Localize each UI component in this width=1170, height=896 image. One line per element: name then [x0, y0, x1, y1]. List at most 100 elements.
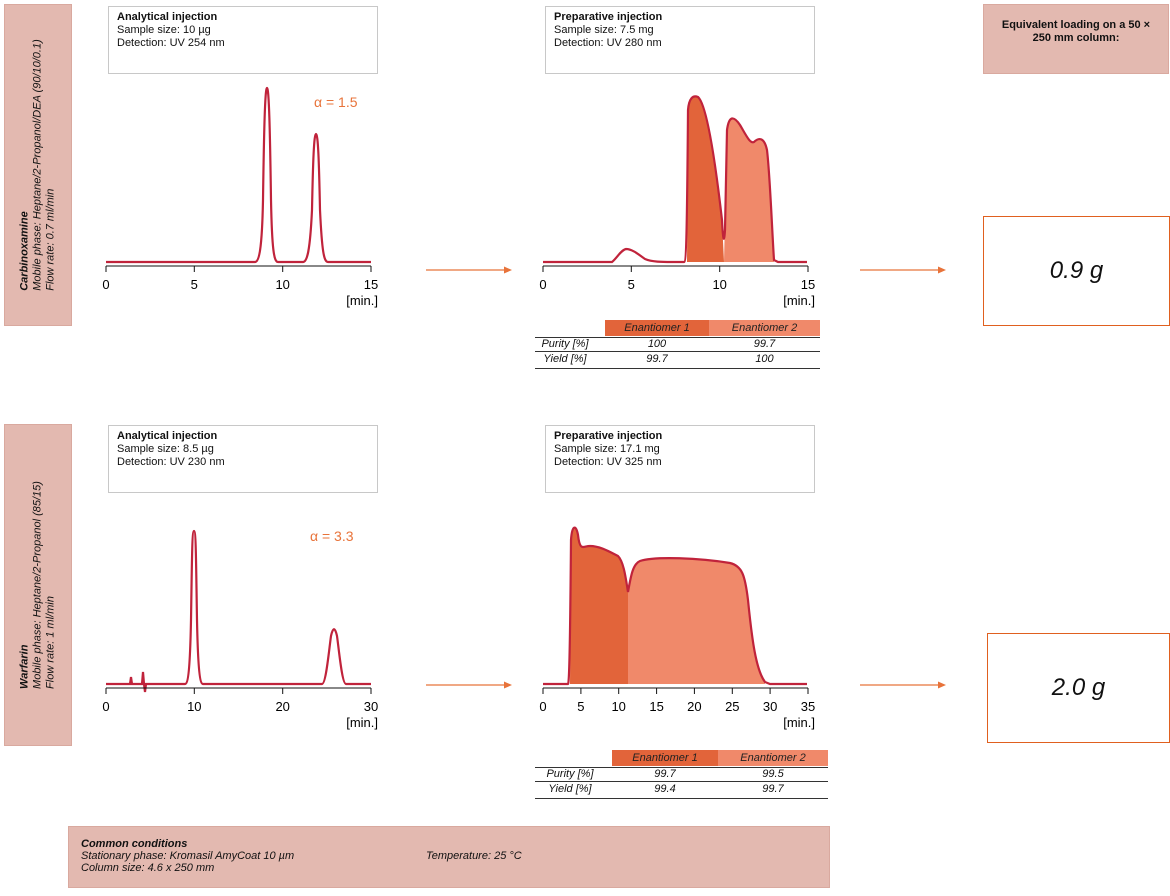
- common-title: Common conditions: [81, 838, 188, 850]
- preparative-info-box: Preparative injection Sample size: 7.5 m…: [545, 6, 815, 74]
- sample-size: Sample size: 17.1 mg: [554, 443, 660, 455]
- temperature: Temperature: 25 °C: [426, 850, 522, 862]
- box-title: Analytical injection: [117, 430, 218, 442]
- sample-size: Sample size: 8.5 µg: [117, 443, 214, 455]
- row-label: Purity [%]: [541, 338, 589, 350]
- box-title: Preparative injection: [554, 11, 663, 23]
- x-ticks: [105, 688, 372, 694]
- x-tick-label: 35: [801, 699, 815, 714]
- table-row: Yield [%] 99.4 99.7: [535, 783, 828, 796]
- alpha-value: α = 3.3: [310, 528, 354, 544]
- row-value: 100: [647, 338, 667, 350]
- row-value: 99.5: [762, 768, 784, 780]
- fraction-enantiomer-2: [724, 118, 774, 262]
- analytical-chromatogram-carbinoxamine: 0 5 10 15 [min.]: [102, 86, 378, 308]
- x-tick-label: 10: [187, 699, 201, 714]
- x-ticks: [105, 266, 372, 272]
- row-label: Yield [%]: [548, 783, 592, 795]
- flow-rate: Flow rate: 1 ml/min: [44, 596, 57, 689]
- table-rule: [535, 767, 828, 768]
- equivalent-loading-heading: Equivalent loading on a 50 × 250 mm colu…: [983, 4, 1169, 74]
- common-conditions-panel: Common conditions Stationary phase: Krom…: [68, 826, 830, 888]
- x-tick-label: 0: [539, 699, 546, 714]
- detection: Detection: UV 325 nm: [554, 456, 662, 468]
- x-tick-label: 0: [539, 277, 546, 292]
- x-tick-label: 5: [577, 699, 584, 714]
- box-title: Analytical injection: [117, 11, 218, 23]
- x-tick-label: 0: [102, 699, 109, 714]
- x-tick-label: 20: [275, 699, 289, 714]
- box-title: Preparative injection: [554, 430, 663, 442]
- row-label: Purity [%]: [546, 768, 594, 780]
- row-value: 99.7: [762, 783, 784, 795]
- x-tick-label: 0: [102, 277, 109, 292]
- x-tick-label: 10: [712, 277, 726, 292]
- chromatogram-trace: [543, 526, 807, 686]
- x-axis-label: [min.]: [783, 715, 815, 730]
- chromatogram-trace: [106, 529, 371, 693]
- x-axis-label: [min.]: [783, 293, 815, 308]
- table-row: Yield [%] 99.7 100: [535, 353, 820, 366]
- results-table-carbinoxamine: Enantiomer 1 Enantiomer 2 Purity [%] 100…: [535, 320, 820, 372]
- table-rule: [535, 337, 820, 338]
- x-tick-label: 5: [191, 277, 198, 292]
- stationary-phase: Stationary phase: Kromasil AmyCoat 10 µm: [81, 850, 295, 862]
- compound-panel-carbinoxamine: Carbinoxamine Mobile phase: Heptane/2-Pr…: [4, 4, 72, 326]
- fraction-enantiomer-1: [570, 527, 628, 684]
- row-value: 100: [755, 353, 774, 365]
- analytical-info-box: Analytical injection Sample size: 8.5 µg…: [108, 425, 378, 493]
- analytical-chromatogram-warfarin: 0 10 20 30 [min.]: [102, 529, 378, 730]
- loading-result-warfarin: 2.0 g: [987, 633, 1170, 743]
- row-value: 99.7: [654, 768, 676, 780]
- x-tick-label: 15: [801, 277, 815, 292]
- chromatogram-trace: [106, 86, 371, 264]
- compound-name: Warfarin: [18, 644, 31, 689]
- row-value: 99.7: [753, 338, 776, 350]
- table-rule: [535, 351, 820, 352]
- preparative-chromatogram-warfarin: 0 5 10 15 20 25 30 35 [min.]: [539, 526, 815, 730]
- detection: Detection: UV 280 nm: [554, 37, 662, 49]
- table-row: Purity [%] 100 99.7: [535, 338, 820, 351]
- x-tick-label: 25: [725, 699, 739, 714]
- table-rule: [535, 368, 820, 369]
- analytical-info-box: Analytical injection Sample size: 10 µg …: [108, 6, 378, 74]
- arrow-icon: [426, 681, 512, 689]
- mobile-phase: Mobile phase: Heptane/2-Propanol/DEA (90…: [31, 39, 44, 291]
- preparative-info-box: Preparative injection Sample size: 17.1 …: [545, 425, 815, 493]
- table-rule: [535, 781, 828, 782]
- results-table-warfarin: Enantiomer 1 Enantiomer 2 Purity [%] 99.…: [535, 750, 828, 802]
- x-ticks: [542, 266, 809, 272]
- x-ticks: [542, 688, 809, 694]
- table-header-enantiomer-2: Enantiomer 2: [718, 750, 828, 766]
- arrow-icon: [860, 266, 946, 274]
- column-size: Column size: 4.6 x 250 mm: [81, 862, 215, 874]
- loading-result-carbinoxamine: 0.9 g: [983, 216, 1170, 326]
- row-label: Yield [%]: [543, 353, 587, 365]
- fraction-enantiomer-1: [687, 96, 724, 262]
- table-row: Purity [%] 99.7 99.5: [535, 768, 828, 781]
- x-tick-label: 15: [649, 699, 663, 714]
- x-tick-label: 30: [763, 699, 777, 714]
- alpha-value: α = 1.5: [314, 94, 358, 110]
- table-header-enantiomer-1: Enantiomer 1: [605, 320, 709, 336]
- sample-size: Sample size: 10 µg: [117, 24, 211, 36]
- compound-name: Carbinoxamine: [18, 211, 31, 291]
- table-header-enantiomer-2: Enantiomer 2: [709, 320, 820, 336]
- row-value: 99.4: [654, 783, 676, 795]
- flow-rate: Flow rate: 0.7 ml/min: [44, 188, 57, 291]
- detection: Detection: UV 254 nm: [117, 37, 225, 49]
- x-tick-label: 15: [364, 277, 378, 292]
- detection: Detection: UV 230 nm: [117, 456, 225, 468]
- x-tick-label: 10: [275, 277, 289, 292]
- table-rule: [535, 798, 828, 799]
- x-tick-label: 10: [611, 699, 625, 714]
- preparative-chromatogram-carbinoxamine: 0 5 10 15 [min.]: [539, 95, 815, 308]
- arrow-icon: [426, 266, 512, 274]
- fraction-enantiomer-2: [628, 558, 765, 684]
- table-header-enantiomer-1: Enantiomer 1: [612, 750, 718, 766]
- row-value: 99.7: [646, 353, 668, 365]
- arrow-icon: [860, 681, 946, 689]
- sample-size: Sample size: 7.5 mg: [554, 24, 654, 36]
- mobile-phase: Mobile phase: Heptane/2-Propanol (85/15): [31, 481, 44, 689]
- compound-panel-warfarin: Warfarin Mobile phase: Heptane/2-Propano…: [4, 424, 72, 746]
